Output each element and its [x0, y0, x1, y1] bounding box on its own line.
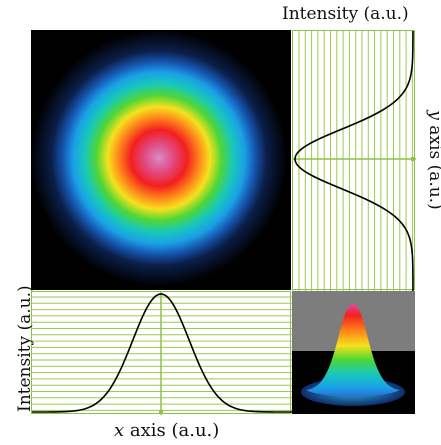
x-axis-label: x axis (a.u.) — [114, 420, 219, 441]
x-profile-curve — [32, 293, 292, 413]
surface-3d-plot — [292, 291, 415, 414]
beam-spot — [31, 30, 287, 286]
y-center-dot — [411, 157, 415, 161]
surface-peak — [306, 304, 400, 397]
y-axis-variable: y — [425, 110, 441, 120]
y-axis-text: axis (a.u.) — [425, 125, 441, 210]
x-profile-panel — [31, 291, 292, 415]
y-profile-panel — [292, 30, 416, 291]
x-axis-text: axis (a.u.) — [124, 420, 220, 441]
x-center-dot — [159, 410, 163, 414]
top-intensity-label: Intensity (a.u.) — [282, 4, 409, 24]
beam-intensity-image — [31, 30, 291, 290]
y-axis-label: y axis (a.u.) — [425, 90, 441, 230]
left-intensity-label: Intensity (a.u.) — [15, 285, 35, 412]
y-profile-curve — [294, 31, 414, 291]
x-axis-variable: x — [114, 420, 125, 441]
